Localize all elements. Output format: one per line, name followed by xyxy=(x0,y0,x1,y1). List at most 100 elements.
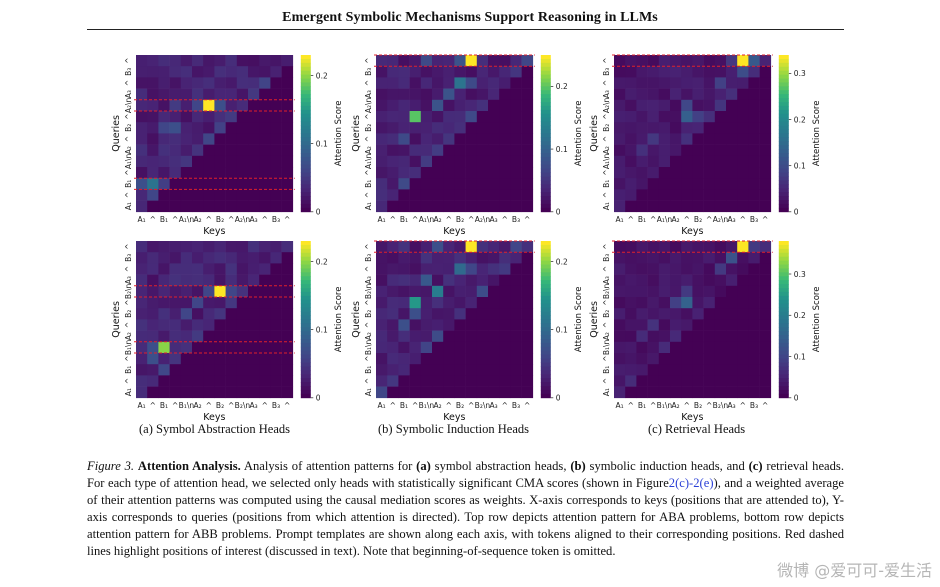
heatmap-cell xyxy=(521,99,534,112)
colorbar-tick-label: 0 xyxy=(316,394,321,403)
colorbar-segment xyxy=(778,244,789,250)
heatmap-cell xyxy=(376,189,388,201)
heatmap-cell xyxy=(203,122,215,134)
heatmap-cell xyxy=(169,133,182,145)
heatmap-cell xyxy=(759,364,772,376)
heatmap-cell xyxy=(270,189,282,201)
heatmap-cell xyxy=(759,375,772,387)
heatmap-cell xyxy=(521,263,534,275)
heatmap-cell xyxy=(636,178,648,190)
heatmap-cell xyxy=(670,144,682,157)
heatmap-cell xyxy=(398,178,410,190)
heatmap-cell xyxy=(136,375,148,387)
heatmap-cell xyxy=(658,155,671,168)
heatmap-cell xyxy=(465,155,478,168)
heatmap-cell xyxy=(748,319,760,331)
heatmap-cell xyxy=(180,308,193,320)
heatmap-cell xyxy=(670,341,682,354)
heatmap-cell xyxy=(726,285,738,298)
colorbar-segment xyxy=(300,180,311,185)
heatmap-cell xyxy=(748,341,760,354)
colorbar-segment xyxy=(778,188,789,193)
heatmap-cell xyxy=(465,330,478,343)
heatmap-cell xyxy=(225,167,238,179)
heatmap-cell xyxy=(225,263,238,275)
heatmap-cell xyxy=(510,353,522,365)
heatmap-cell xyxy=(488,189,500,201)
heatmap-cell xyxy=(376,167,388,179)
heatmap-cell xyxy=(192,178,204,190)
heatmap-cell xyxy=(670,189,682,201)
heatmap-cell xyxy=(169,341,182,354)
heatmap-cell xyxy=(703,88,716,101)
colorbar-segment xyxy=(300,137,311,142)
heatmap-cell xyxy=(714,319,727,331)
heatmap-cell xyxy=(726,308,738,320)
heatmap-cell xyxy=(432,341,444,354)
heatmap-cell xyxy=(499,252,511,264)
colorbar-segment xyxy=(778,241,789,246)
colorbar-tick-label: 0.3 xyxy=(794,270,806,279)
heatmap-cell xyxy=(521,189,534,201)
heatmap-cell xyxy=(681,263,693,275)
heatmap-cell xyxy=(169,178,182,190)
heatmap-cell xyxy=(692,167,704,179)
colorbar-segment xyxy=(300,311,311,316)
heatmap-cell xyxy=(432,241,444,253)
heatmap-cell xyxy=(225,375,238,387)
x-tick-label: ^ xyxy=(762,215,768,224)
heatmap-cell xyxy=(387,341,399,354)
heatmap-cell xyxy=(192,285,204,298)
colorbar-segment xyxy=(778,176,789,181)
colorbar-segment xyxy=(300,327,311,332)
heatmap-cell xyxy=(376,200,388,213)
heatmap-cell xyxy=(169,241,182,253)
heatmap-cell xyxy=(236,285,249,298)
heatmap-cell xyxy=(625,274,637,287)
heatmap-cell xyxy=(281,99,294,112)
colorbar-segment xyxy=(300,393,311,399)
heatmap-cell xyxy=(692,144,704,157)
heatmap-cell xyxy=(259,77,271,89)
heatmap-cell xyxy=(647,386,660,399)
colorbar-segment xyxy=(300,149,311,154)
y-tick-label: B₁ xyxy=(602,366,611,374)
y-tick-label: ^ xyxy=(364,80,373,86)
colorbar-segment xyxy=(540,207,551,213)
heatmap-cell xyxy=(147,364,159,376)
colorbar-tick-label: 0.1 xyxy=(794,161,806,170)
heatmap-cell xyxy=(432,285,444,298)
x-tick-label: ^ xyxy=(412,215,418,224)
heatmap-cell xyxy=(465,189,478,201)
heatmap-cell xyxy=(454,252,466,264)
heatmap-cell xyxy=(147,144,159,157)
heatmap-cell xyxy=(476,66,489,78)
heatmap-cell xyxy=(465,319,478,331)
heatmap-cell xyxy=(169,200,182,213)
x-tick-label: B₃ xyxy=(272,401,280,410)
heatmap-cell xyxy=(270,200,282,213)
heatmap-cell xyxy=(614,77,626,89)
heatmap-cell xyxy=(203,167,215,179)
heatmap-cell xyxy=(521,308,534,320)
heatmap-cell xyxy=(488,66,500,78)
heatmap-cell xyxy=(614,88,626,101)
heatmap-cell xyxy=(270,144,282,157)
heatmap-cell xyxy=(759,66,772,78)
y-tick-label: A₂ xyxy=(364,332,373,340)
heatmap-cell xyxy=(387,274,399,287)
y-tick-label: ^ xyxy=(364,192,373,198)
heatmap-cell xyxy=(236,353,249,365)
heatmap-cell xyxy=(703,144,716,157)
heatmap-cell xyxy=(703,375,716,387)
colorbar-segment xyxy=(300,172,311,177)
caption-figure-link[interactable]: 2(c)-2(e) xyxy=(668,476,714,490)
heatmap-cell xyxy=(499,274,511,287)
y-tick-label: B₃ xyxy=(124,68,133,76)
colorbar-tick-label: 0.1 xyxy=(316,139,328,148)
colorbar-segment xyxy=(540,272,551,277)
y-tick-label: B₁ xyxy=(602,180,611,188)
heatmap-cell xyxy=(714,353,727,365)
colorbar-segment xyxy=(300,196,311,201)
heatmap-cell xyxy=(398,200,410,213)
